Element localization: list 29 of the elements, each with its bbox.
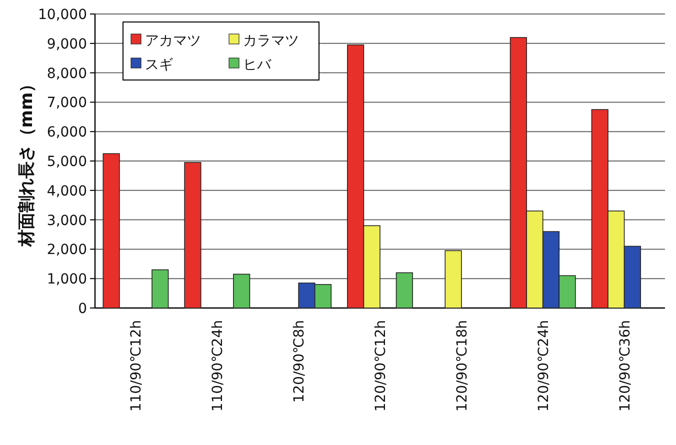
legend-label: カラマツ — [243, 33, 299, 49]
y-tick-label: 1,000 — [46, 272, 87, 288]
x-tick-label: 110/90℃24h — [210, 320, 226, 412]
x-tick-label: 120/90℃18h — [454, 320, 470, 412]
legend-label: ヒバ — [243, 57, 272, 73]
bar — [152, 269, 169, 308]
bar — [184, 162, 202, 308]
y-tick-label: 10,000 — [38, 7, 87, 23]
y-tick-label: 7,000 — [46, 95, 87, 112]
x-tick-label: 120/90℃8h — [292, 320, 308, 403]
y-tick-label: 5,000 — [46, 154, 87, 170]
y-tick-label: 3,000 — [46, 212, 87, 229]
bar — [444, 250, 462, 308]
y-tick-label: 2,000 — [46, 242, 87, 258]
bar — [233, 274, 250, 308]
y-axis-title: 材面割れ長さ（mm） — [17, 75, 37, 248]
y-tick-label: 8,000 — [46, 66, 87, 82]
y-tick-label: 4,000 — [46, 183, 87, 200]
y-tick-label: 6,000 — [46, 124, 87, 141]
legend-label: スギ — [145, 57, 173, 73]
y-tick-label: 9,000 — [46, 36, 87, 52]
bar — [396, 272, 413, 308]
x-tick-label: 120/90℃12h — [373, 320, 389, 412]
bar — [102, 153, 120, 308]
x-tick-label: 120/90℃24h — [536, 320, 552, 412]
x-tick-label: 110/90℃12h — [128, 320, 145, 412]
x-tick-label: 120/90℃36h — [617, 320, 634, 412]
y-tick-label: 0 — [78, 301, 87, 317]
legend-label: アカマツ — [145, 33, 201, 49]
